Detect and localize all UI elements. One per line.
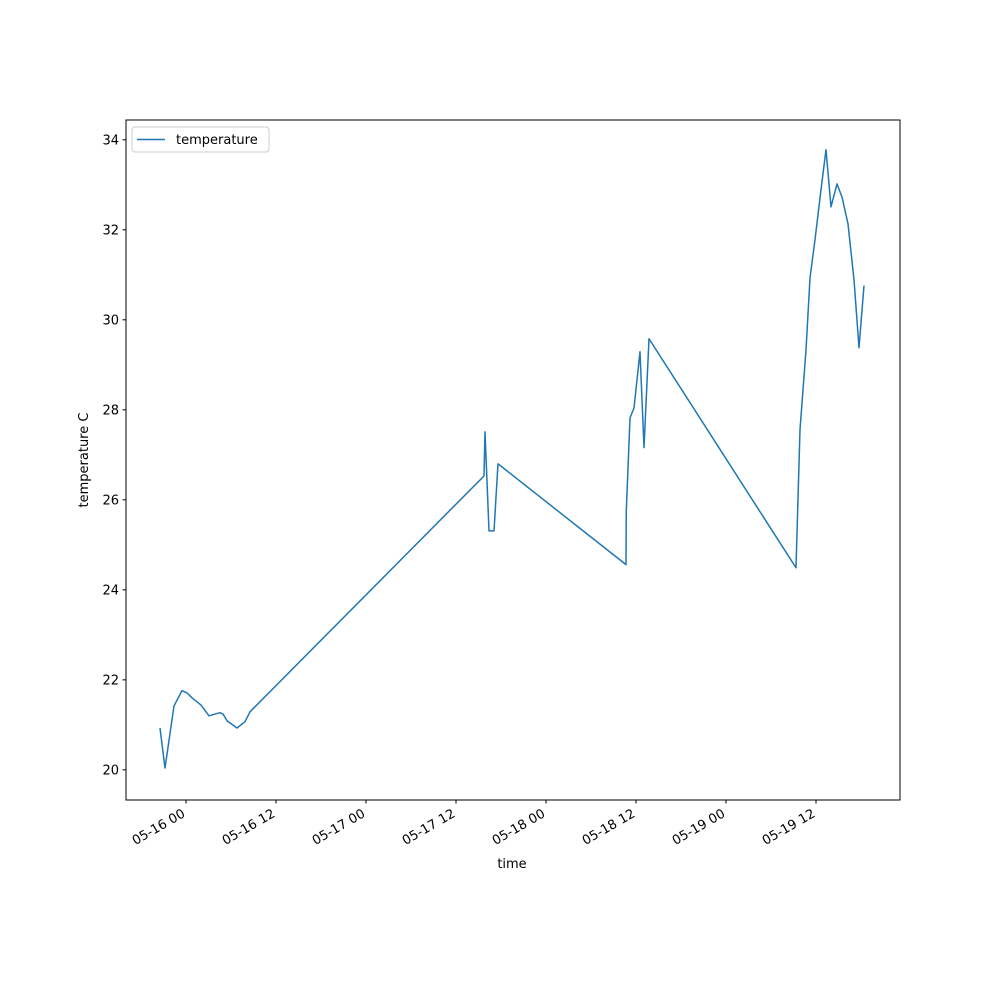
- y-axis-label: temperature C: [77, 413, 92, 508]
- y-tick-label: 30: [102, 313, 119, 328]
- y-tick-label: 26: [102, 493, 119, 508]
- line-series: [159, 148, 865, 769]
- legend-label: temperature: [176, 133, 258, 148]
- y-tick-label: 28: [102, 403, 119, 418]
- legend-box: [131, 126, 270, 153]
- y-tick-label: 20: [102, 763, 119, 778]
- y-tick-label: 34: [102, 133, 119, 148]
- y-tick-label: 22: [102, 673, 119, 688]
- plot-frame: [125, 119, 901, 801]
- y-tick-label: 24: [102, 583, 119, 598]
- y-tick-label: 32: [102, 223, 119, 238]
- x-axis-label: time: [497, 857, 526, 872]
